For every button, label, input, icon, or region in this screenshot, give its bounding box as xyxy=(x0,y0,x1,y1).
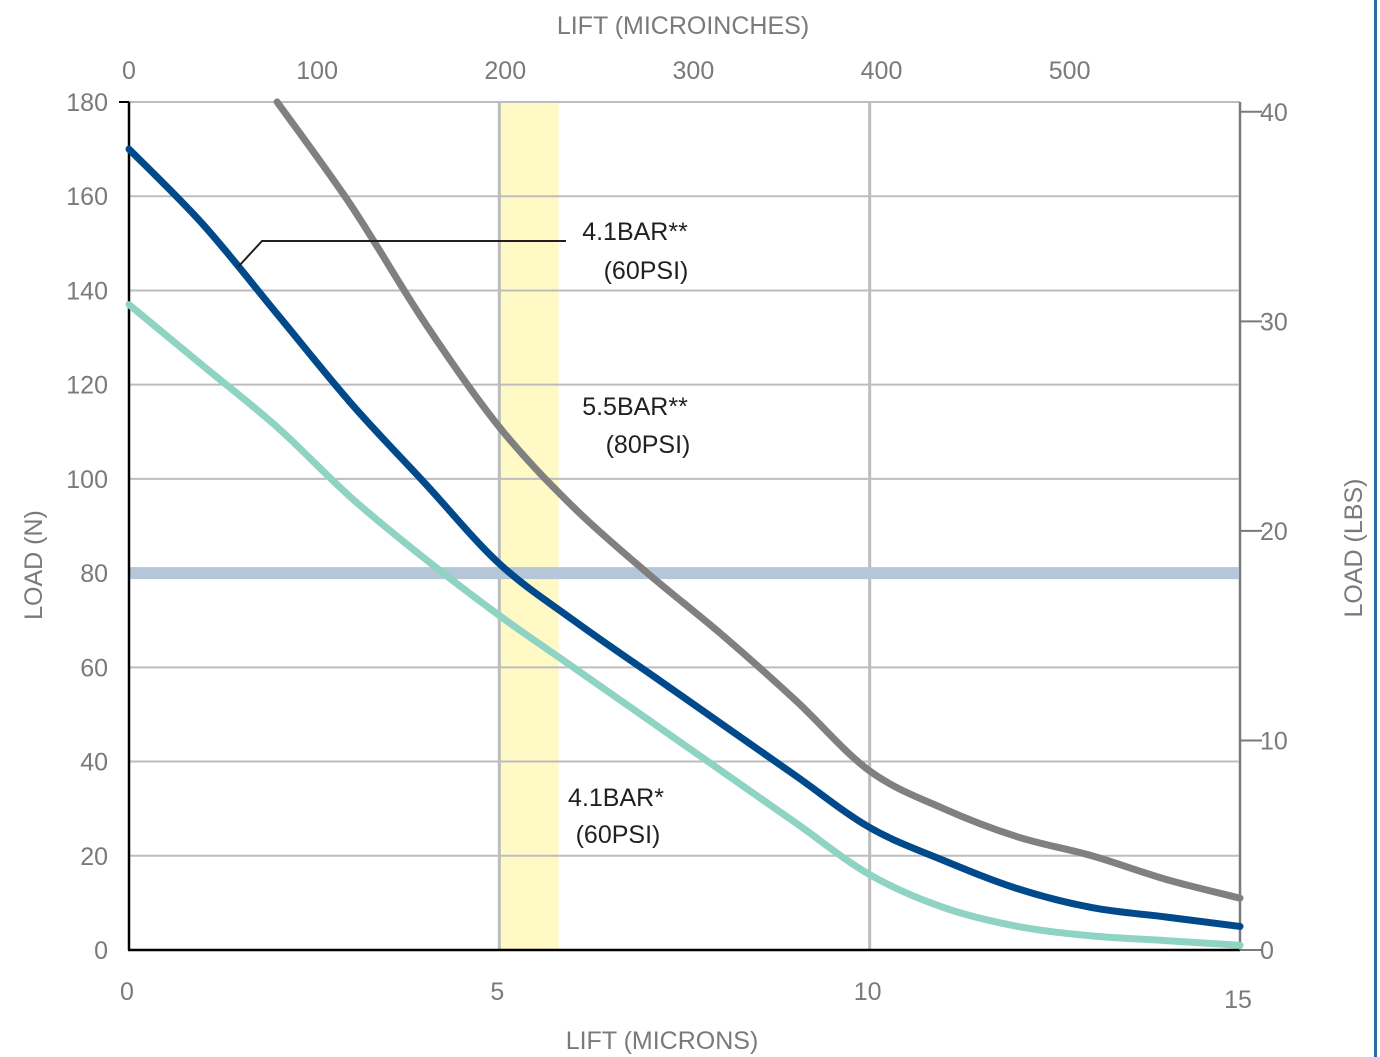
annotation-4-1bar-dbl-line2: (60PSI) xyxy=(604,257,689,285)
x-bottom-axis-title: LIFT (MICRONS) xyxy=(566,1027,759,1055)
annotation-leader-line xyxy=(237,240,566,268)
y-right-tick-label: 20 xyxy=(1260,518,1288,546)
series-line-1 xyxy=(125,145,1244,930)
series-line-2 xyxy=(125,301,1244,949)
highlight-band xyxy=(499,102,559,950)
x-top-tick-label: 100 xyxy=(296,57,338,85)
y-left-tick-label: 0 xyxy=(94,937,108,965)
y-right-tick-label: 30 xyxy=(1260,308,1288,336)
y-left-tick-label: 160 xyxy=(66,183,108,211)
x-bottom-tick-label: 10 xyxy=(854,978,882,1006)
annotation-4-1bar-single-line1: 4.1BAR* xyxy=(568,784,664,812)
y-left-tick-label: 100 xyxy=(66,466,108,494)
y-left-tick-label: 140 xyxy=(66,277,108,305)
x-top-tick-label: 0 xyxy=(122,57,136,85)
x-top-tick-label: 500 xyxy=(1049,57,1091,85)
annotation-4-1bar-single-line2: (60PSI) xyxy=(576,821,661,849)
y-right-tick-label: 40 xyxy=(1260,99,1288,127)
y-right-tick-label: 10 xyxy=(1260,727,1288,755)
annotation-4-1bar-dbl-line1: 4.1BAR** xyxy=(582,218,688,246)
series-layer xyxy=(125,98,1244,949)
annotation-5-5bar-line1: 5.5BAR** xyxy=(582,393,688,421)
frame-border xyxy=(1374,0,1377,1057)
y-left-tick-label: 20 xyxy=(80,843,108,871)
x-top-axis-title: LIFT (MICROINCHES) xyxy=(557,12,809,40)
x-top-tick-label: 200 xyxy=(484,57,526,85)
annotation-5-5bar-line2: (80PSI) xyxy=(606,431,691,459)
y-right-axis-title: LOAD (LBS) xyxy=(1340,479,1368,618)
y-left-axis-title: LOAD (N) xyxy=(20,510,48,620)
x-bottom-tick-label: 0 xyxy=(120,978,134,1006)
axis-layer xyxy=(119,101,1241,952)
y-left-tick-label: 40 xyxy=(80,749,108,777)
x-top-tick-label: 400 xyxy=(861,57,903,85)
y-left-tick-label: 120 xyxy=(66,372,108,400)
y-left-tick-label: 80 xyxy=(80,560,108,588)
x-top-tick-label: 300 xyxy=(673,57,715,85)
y-left-tick-label: 60 xyxy=(80,654,108,682)
x-bottom-tick-label: 5 xyxy=(490,978,504,1006)
y-left-tick-label: 180 xyxy=(66,89,108,117)
y-right-tick-label: 0 xyxy=(1260,937,1274,965)
highlight-band-layer xyxy=(499,102,559,950)
series-line-0 xyxy=(273,98,1244,902)
x-bottom-tick-label: 15 xyxy=(1224,986,1252,1014)
